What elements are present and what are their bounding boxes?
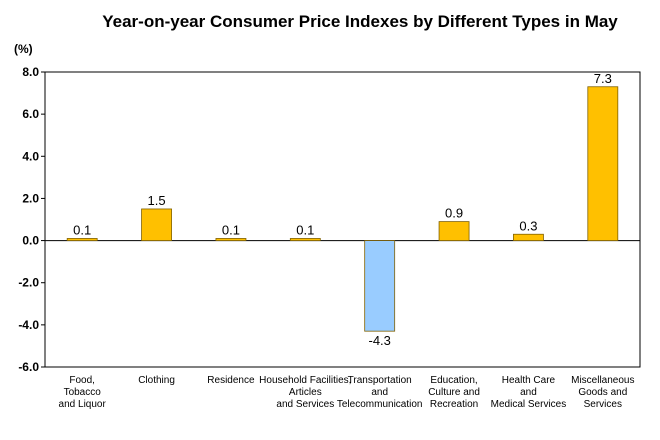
x-category-label: Residence bbox=[207, 375, 255, 386]
bar bbox=[513, 233, 544, 241]
y-tick-label: 2.0 bbox=[22, 191, 39, 205]
y-tick-label: -2.0 bbox=[18, 276, 39, 290]
x-category-label: Health Care and Medical Services bbox=[491, 375, 567, 410]
x-category-label-line: Telecommunication bbox=[337, 399, 423, 410]
x-category-label: Food, Tobacco and Liquor bbox=[59, 375, 107, 410]
x-category-label-line: and bbox=[371, 387, 388, 398]
x-category-label: Clothing bbox=[138, 375, 175, 386]
bar-value-label: 0.3 bbox=[519, 218, 537, 233]
x-category-label-line: and Liquor bbox=[59, 399, 107, 410]
y-tick-label: 4.0 bbox=[22, 149, 39, 163]
bar-value-label: -4.3 bbox=[368, 333, 390, 348]
x-category-label-line: Education, bbox=[430, 375, 477, 386]
x-category-label-line: Tobacco bbox=[64, 387, 102, 398]
x-category-label-line: Culture and bbox=[428, 387, 480, 398]
y-tick-label: 0.0 bbox=[22, 234, 39, 248]
bar bbox=[364, 240, 396, 332]
bar bbox=[215, 238, 247, 241]
bar-value-label: 1.5 bbox=[148, 193, 166, 208]
bar bbox=[587, 86, 619, 241]
y-tick-label: 8.0 bbox=[22, 65, 39, 79]
x-category-label: Education, Culture and Recreation bbox=[428, 375, 480, 410]
x-category-label-line: Residence bbox=[207, 375, 255, 386]
x-category-label: Transportation and Telecommunication bbox=[337, 375, 423, 410]
x-category-label-line: Recreation bbox=[430, 399, 478, 410]
x-category-label-line: Transportation bbox=[348, 375, 412, 386]
x-category-label-line: Food, bbox=[69, 375, 95, 386]
x-category-label-line: Miscellaneous bbox=[571, 375, 634, 386]
x-category-label-line: Medical Services bbox=[491, 399, 567, 410]
bar-value-label: 0.1 bbox=[222, 222, 240, 237]
plot-area-frame bbox=[44, 71, 641, 368]
chart-title: Year-on-year Consumer Price Indexes by D… bbox=[102, 12, 618, 31]
bar bbox=[289, 238, 321, 241]
y-tick-label: -6.0 bbox=[18, 360, 39, 374]
y-tick-label: 6.0 bbox=[22, 107, 39, 121]
bar-value-label: 0.1 bbox=[73, 222, 91, 237]
x-category-label-line: and bbox=[520, 387, 537, 398]
x-category-label-line: Services bbox=[584, 399, 622, 410]
bar bbox=[438, 221, 470, 241]
y-axis-unit-label: (%) bbox=[14, 42, 33, 56]
bar-value-label: 7.3 bbox=[594, 71, 612, 86]
x-category-label-line: Clothing bbox=[138, 375, 175, 386]
x-category-label: Miscellaneous Goods and Services bbox=[571, 375, 634, 410]
bar bbox=[66, 238, 98, 241]
x-category-label-line: and Services bbox=[276, 399, 334, 410]
bar bbox=[141, 208, 172, 241]
bar-value-label: 0.1 bbox=[296, 222, 314, 237]
x-category-label-line: Health Care bbox=[502, 375, 556, 386]
x-category-label: Household Facilities, Articles and Service… bbox=[259, 375, 351, 410]
x-category-label-line: Articles bbox=[289, 387, 322, 398]
bar-value-label: 0.9 bbox=[445, 206, 463, 221]
x-category-label-line: Household Facilities, bbox=[259, 375, 351, 386]
x-category-label-line: Goods and bbox=[578, 387, 627, 398]
y-tick-label: -4.0 bbox=[18, 318, 39, 332]
